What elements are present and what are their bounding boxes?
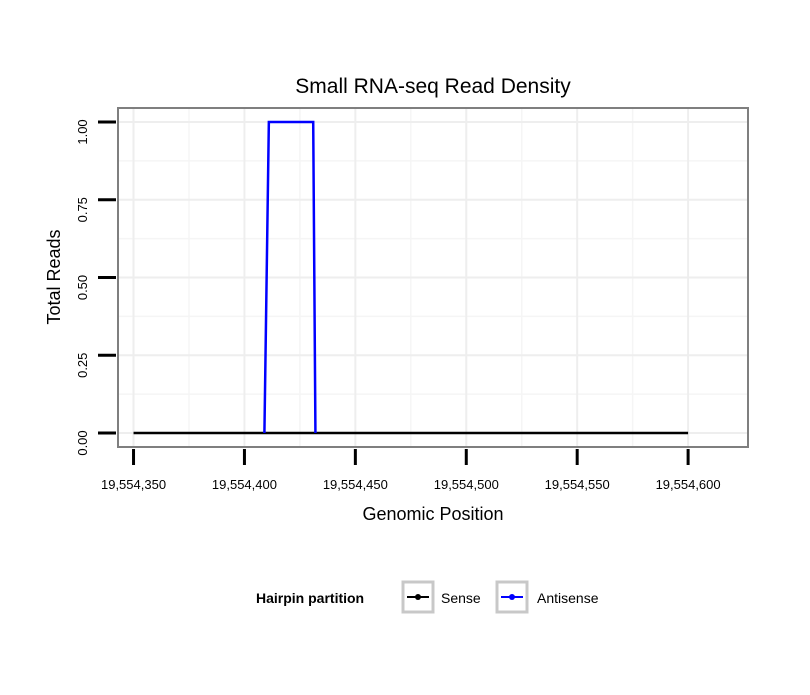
x-tick-label: 19,554,450 — [323, 477, 388, 492]
legend-title: Hairpin partition — [256, 590, 364, 606]
y-tick-label: 1.00 — [75, 119, 90, 144]
y-tick-label: 0.25 — [75, 353, 90, 378]
y-tick-label: 0.50 — [75, 275, 90, 300]
plot-panel-border — [117, 107, 749, 448]
series-line-antisense — [263, 120, 317, 434]
legend-label-antisense: Antisense — [537, 590, 599, 606]
x-axis-title: Genomic Position — [362, 504, 503, 524]
x-tick-label: 19,554,600 — [656, 477, 721, 492]
y-tick-label: 0.75 — [75, 197, 90, 222]
x-tick-label: 19,554,550 — [545, 477, 610, 492]
x-tick-label: 19,554,350 — [101, 477, 166, 492]
series-layer — [133, 120, 689, 435]
x-tick-label: 19,554,400 — [212, 477, 277, 492]
y-axis-title: Total Reads — [44, 229, 64, 324]
chart-title: Small RNA-seq Read Density — [295, 75, 571, 98]
legend: Hairpin partition Sense Antisense — [256, 580, 599, 614]
x-tick-label: 19,554,500 — [434, 477, 499, 492]
y-tick-label: 0.00 — [75, 430, 90, 455]
legend-point-antisense — [509, 594, 515, 600]
legend-label-sense: Sense — [441, 590, 481, 606]
y-axis: 0.00 0.25 0.50 0.75 1.00 — [75, 119, 116, 456]
legend-point-sense — [415, 594, 421, 600]
x-axis: 19,554,350 19,554,400 19,554,450 19,554,500… — [101, 449, 721, 492]
